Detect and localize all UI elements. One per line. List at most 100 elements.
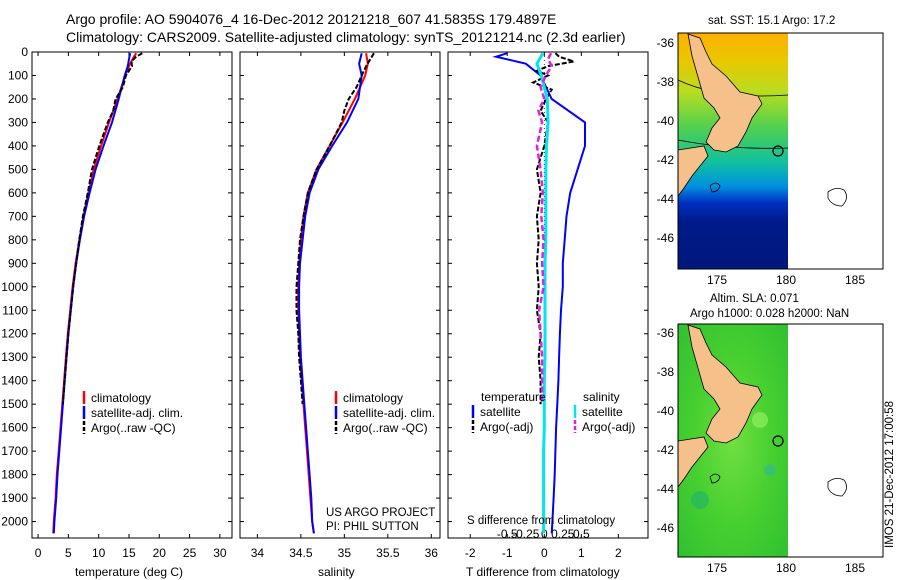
series-line-s-satellite xyxy=(535,52,550,534)
lat-tick: -40 xyxy=(657,114,675,128)
s-tick-label: 0 xyxy=(541,527,548,541)
temperature-panel: 0 5 10 15 20 25 30 xyxy=(35,52,227,560)
north-island xyxy=(687,324,763,444)
legend-header-salinity: salinity xyxy=(583,390,620,404)
depth-tick-label: 1400 xyxy=(1,374,28,388)
sla-missing-area xyxy=(788,324,883,557)
temperature-axes xyxy=(31,51,233,539)
salinity-xlabel: salinity xyxy=(318,565,355,579)
sst-map-lon-ticks: 175 180 185 xyxy=(707,273,865,287)
legend-t-argo: Argo(-adj) xyxy=(480,420,533,434)
imos-timestamp: IMOS 21-Dec-2012 17:00:58 xyxy=(884,401,896,548)
t-tick-label: -2 xyxy=(465,546,476,560)
lat-tick: -44 xyxy=(657,192,675,206)
legend-s-satellite: satellite xyxy=(582,405,623,419)
lat-tick: -40 xyxy=(657,404,675,418)
lat-tick: -46 xyxy=(657,521,675,535)
temperature-legend: climatology satellite-adj. clim. Argo(..… xyxy=(82,391,183,435)
x-tick-label: 36 xyxy=(425,546,439,560)
chatham-islands xyxy=(827,478,847,497)
lon-tick: 185 xyxy=(845,273,865,287)
depth-tick-label: 2000 xyxy=(1,515,28,529)
project-credit: US ARGO PROJECT xyxy=(326,507,435,519)
lat-tick: -36 xyxy=(657,36,675,50)
pi-credit: PI: PHIL SUTTON xyxy=(326,521,419,533)
title-line1: Argo profile: AO 5904076_4 16-Dec-2012 2… xyxy=(66,11,556,27)
depth-tick-label: 600 xyxy=(8,186,28,200)
title-line2: Climatology: CARS2009. Satellite-adjuste… xyxy=(66,29,626,45)
legend-climatology: climatology xyxy=(91,391,151,405)
x-tick-label: 0 xyxy=(35,546,42,560)
depth-tick-label: 1600 xyxy=(1,421,28,435)
s-tick-label: -0.5 xyxy=(497,527,518,541)
sst-missing-area xyxy=(788,33,883,269)
argo-position-marker xyxy=(772,435,784,447)
x-tick-label: 30 xyxy=(213,546,227,560)
depth-tick-label: 1700 xyxy=(1,444,28,458)
depth-tick-label: 1300 xyxy=(1,350,28,364)
depth-tick-label: 800 xyxy=(8,233,28,247)
sst-map-title: sat. SST: 15.1 Argo: 17.2 xyxy=(708,15,835,27)
t-tick-label: -1 xyxy=(502,546,513,560)
lon-tick: 180 xyxy=(776,273,796,287)
depth-tick-label: 1000 xyxy=(1,280,28,294)
difference-legend: temperature salinity satellite Argo(-adj… xyxy=(471,390,635,434)
legend-t-satellite: satellite xyxy=(480,405,521,419)
lat-tick: -38 xyxy=(657,365,675,379)
legend-s-argo: Argo(-adj) xyxy=(582,420,635,434)
difference-panel: -2 -1 0 1 2 -0.5-0.25 0 0.250.5 xyxy=(465,52,622,560)
x-tick-label: 5 xyxy=(65,546,72,560)
x-tick-label: 34.5 xyxy=(289,546,313,560)
series-line-t-argo-adj xyxy=(530,52,575,405)
depth-tick-label: 1900 xyxy=(1,491,28,505)
legend-argo: Argo(..raw -QC) xyxy=(91,421,176,435)
sla-anomaly xyxy=(691,491,709,509)
x-tick-label: 25 xyxy=(183,546,197,560)
depth-tick-label: 100 xyxy=(8,68,28,82)
sla-anomaly xyxy=(752,412,768,428)
t-tick-label: 2 xyxy=(615,546,622,560)
lat-tick: -42 xyxy=(657,443,675,457)
depth-tick-label: 500 xyxy=(8,162,28,176)
sla-map-frame xyxy=(677,323,884,558)
chatham-rise-contour xyxy=(709,182,721,193)
depth-tick-label: 1200 xyxy=(1,327,28,341)
series-line-t-satellite xyxy=(492,52,586,534)
legend-satellite: satellite-adj. clim. xyxy=(91,406,183,420)
s-tick-label: 0.5 xyxy=(573,527,590,541)
lat-tick: -46 xyxy=(657,231,675,245)
sla-map xyxy=(677,323,884,558)
sla-map-title1: Altim. SLA: 0.071 xyxy=(710,293,799,305)
x-tick-label: 35 xyxy=(338,546,352,560)
salinity-legend: climatology satellite-adj. clim. Argo(..… xyxy=(334,391,435,435)
south-island xyxy=(677,436,709,489)
lon-tick: 175 xyxy=(707,561,727,575)
lat-tick: -44 xyxy=(657,482,675,496)
lat-tick: -36 xyxy=(657,326,675,340)
t-tick-label: 0 xyxy=(541,546,548,560)
sla-anomaly xyxy=(764,464,776,476)
s-tick-label: 0.25 xyxy=(551,527,575,541)
legend-argo: Argo(..raw -QC) xyxy=(343,421,428,435)
sla-map-lon-ticks: 175 180 185 xyxy=(707,561,865,575)
sst-map-lat-ticks: -36 -38 -40 -42 -44 -46 xyxy=(657,36,675,245)
argo-position-marker xyxy=(772,145,784,157)
s-diff-xlabel: S difference from climatology xyxy=(467,515,615,527)
s-tick-label: -0.25 xyxy=(512,527,540,541)
sst-map-frame xyxy=(677,32,884,270)
depth-tick-label: 300 xyxy=(8,115,28,129)
series-line-argo-raw-qc xyxy=(295,52,375,405)
depth-tick-label: 1100 xyxy=(2,303,28,317)
x-tick-label: 15 xyxy=(122,546,136,560)
depth-tick-label: 200 xyxy=(8,92,28,106)
legend-climatology: climatology xyxy=(343,391,403,405)
x-tick-label: 10 xyxy=(92,546,106,560)
depth-tick-label: 0 xyxy=(21,45,28,59)
legend-satellite: satellite-adj. clim. xyxy=(343,406,435,420)
x-tick-label: 34 xyxy=(251,546,265,560)
lon-tick: 175 xyxy=(707,273,727,287)
lat-tick: -38 xyxy=(657,75,675,89)
lat-tick: -42 xyxy=(657,153,675,167)
depth-tick-label: 1800 xyxy=(1,468,28,482)
